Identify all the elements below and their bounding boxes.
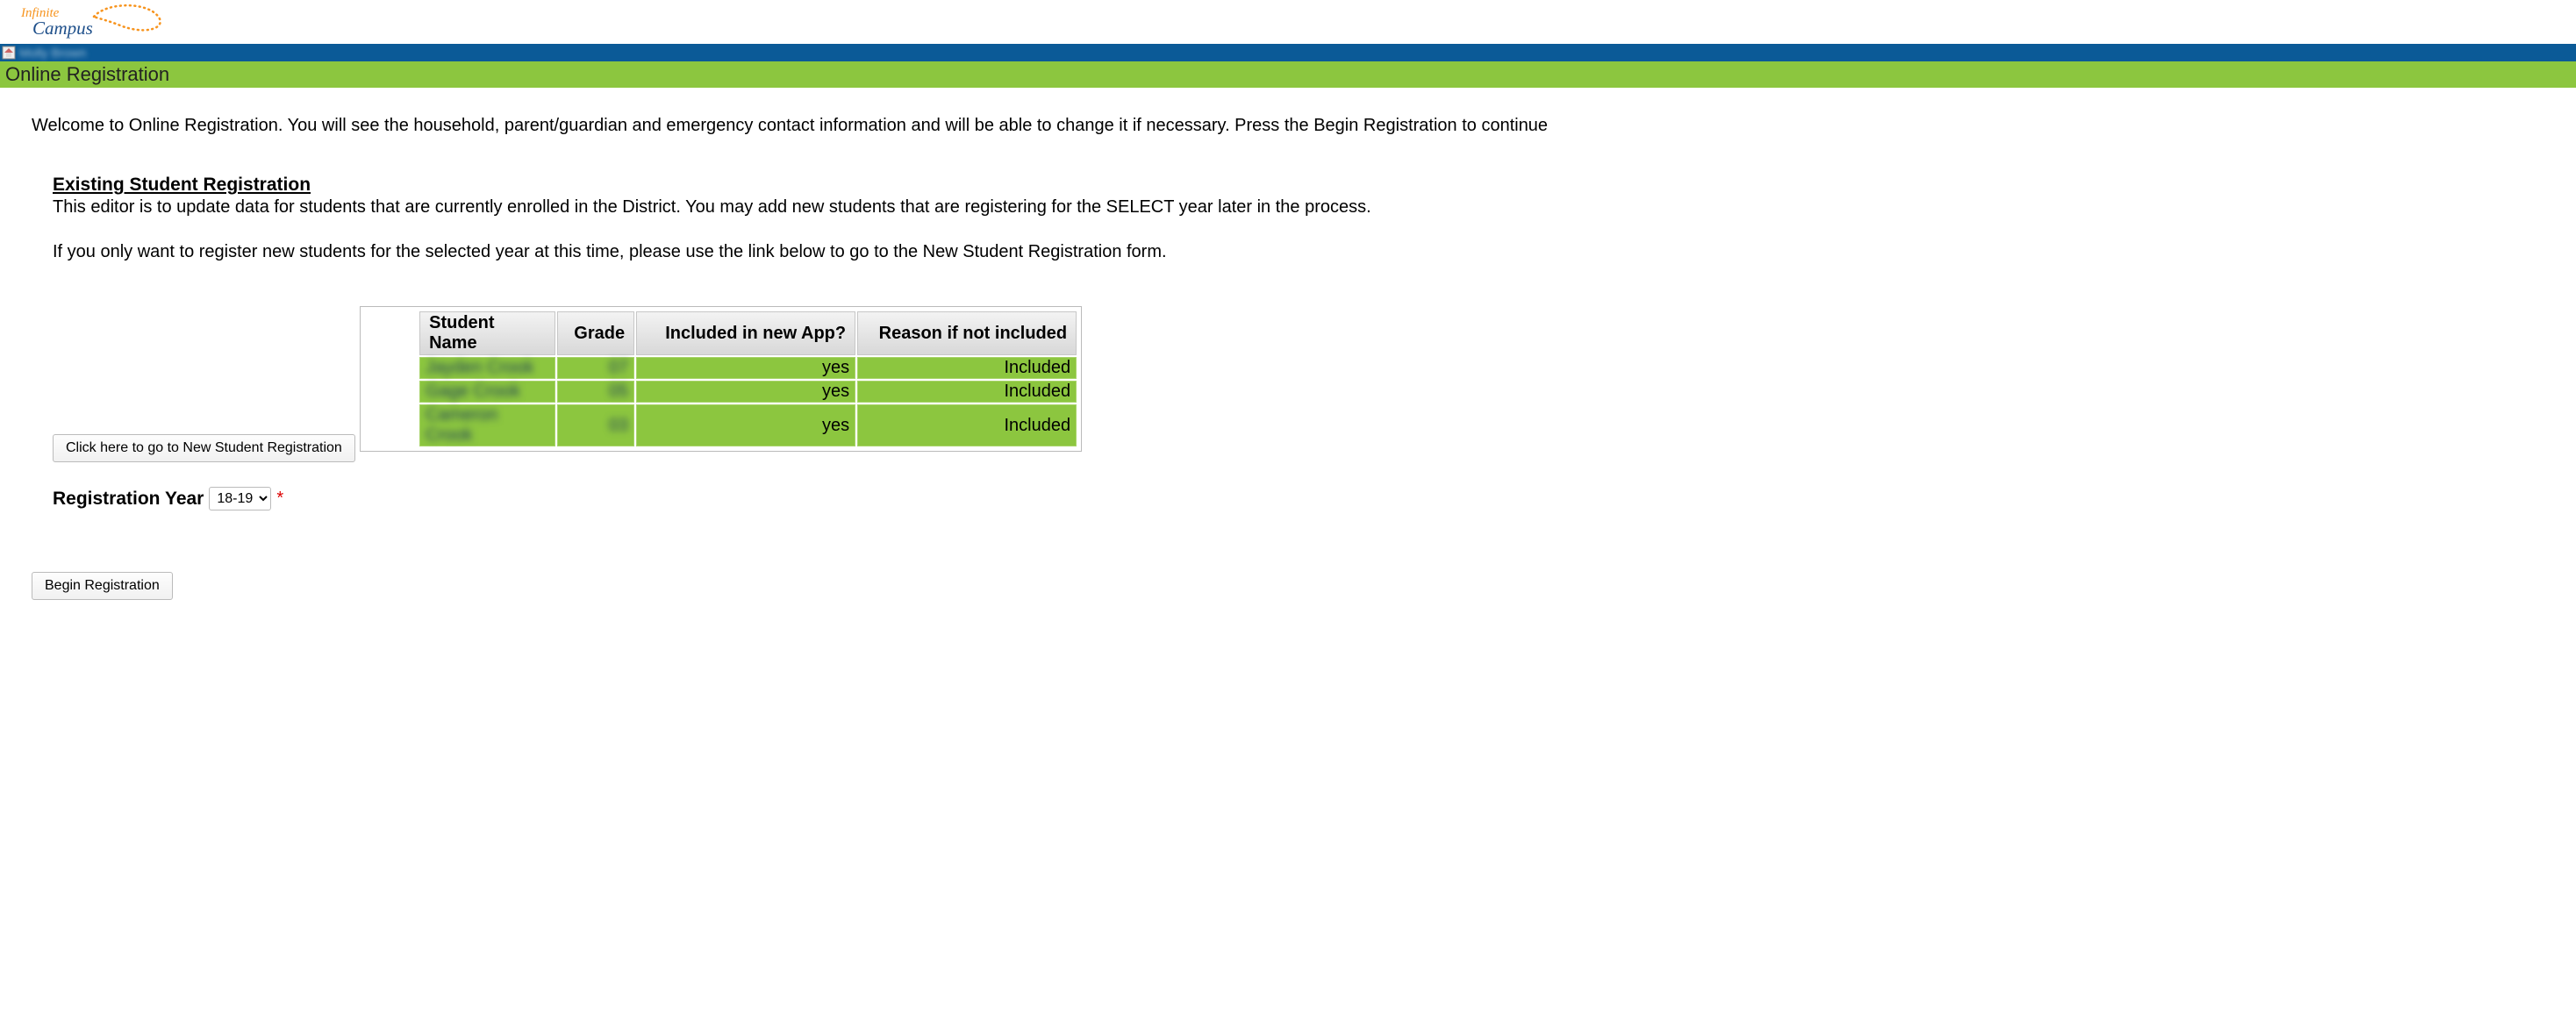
registration-year-label: Registration Year [53, 489, 204, 510]
table-cell-grade: 07 [557, 357, 634, 379]
registration-year-select[interactable]: 18-19 [209, 487, 271, 510]
table-header-name: Student Name [419, 311, 555, 355]
table-header-included: Included in new App? [636, 311, 855, 355]
required-indicator: * [276, 489, 283, 509]
table-cell-name: Cameron Crook [419, 404, 555, 446]
existing-section: Existing Student Registration This edito… [32, 175, 2555, 262]
table-cell-name: Gage Crook [419, 381, 555, 403]
new-student-button[interactable]: Click here to go to New Student Registra… [53, 434, 355, 462]
content-area: Welcome to Online Registration. You will… [0, 88, 2576, 621]
table-cell-blank [365, 357, 418, 379]
welcome-text: Welcome to Online Registration. You will… [32, 116, 2555, 136]
table-cell-blank [365, 404, 418, 446]
table-header-grade: Grade [557, 311, 634, 355]
students-table-wrap: Student Name Grade Included in new App? … [360, 306, 1082, 452]
table-cell-included: yes [636, 357, 855, 379]
existing-desc2: If you only want to register new student… [53, 242, 2555, 262]
table-cell-grade: 05 [557, 381, 634, 403]
svg-text:Campus: Campus [32, 18, 93, 39]
table-row: Jayden Crook07yesIncluded [365, 357, 1077, 379]
top-bar-username: Molly Brown [19, 46, 86, 60]
table-cell-name: Jayden Crook [419, 357, 555, 379]
begin-registration-button[interactable]: Begin Registration [32, 572, 173, 600]
students-table: Student Name Grade Included in new App? … [363, 310, 1078, 448]
registration-year-row: Registration Year 18-19 * [53, 487, 2555, 510]
top-bar: Molly Brown [0, 44, 2576, 61]
existing-desc: This editor is to update data for studen… [53, 197, 2555, 218]
table-header-reason: Reason if not included [857, 311, 1077, 355]
page-banner-title: Online Registration [5, 63, 169, 85]
table-header-blank [365, 311, 418, 355]
home-icon [2, 46, 16, 60]
brand-logo: Infinite Campus [0, 0, 2576, 44]
table-row: Gage Crook05yesIncluded [365, 381, 1077, 403]
infinite-campus-logo-svg: Infinite Campus [19, 4, 168, 42]
table-header-row: Student Name Grade Included in new App? … [365, 311, 1077, 355]
existing-title: Existing Student Registration [53, 175, 2555, 196]
table-cell-included: yes [636, 404, 855, 446]
table-cell-grade: 03 [557, 404, 634, 446]
table-cell-reason: Included [857, 404, 1077, 446]
page-banner: Online Registration [0, 61, 2576, 88]
table-cell-reason: Included [857, 381, 1077, 403]
table-cell-blank [365, 381, 418, 403]
table-row: Cameron Crook03yesIncluded [365, 404, 1077, 446]
table-cell-reason: Included [857, 357, 1077, 379]
table-cell-included: yes [636, 381, 855, 403]
